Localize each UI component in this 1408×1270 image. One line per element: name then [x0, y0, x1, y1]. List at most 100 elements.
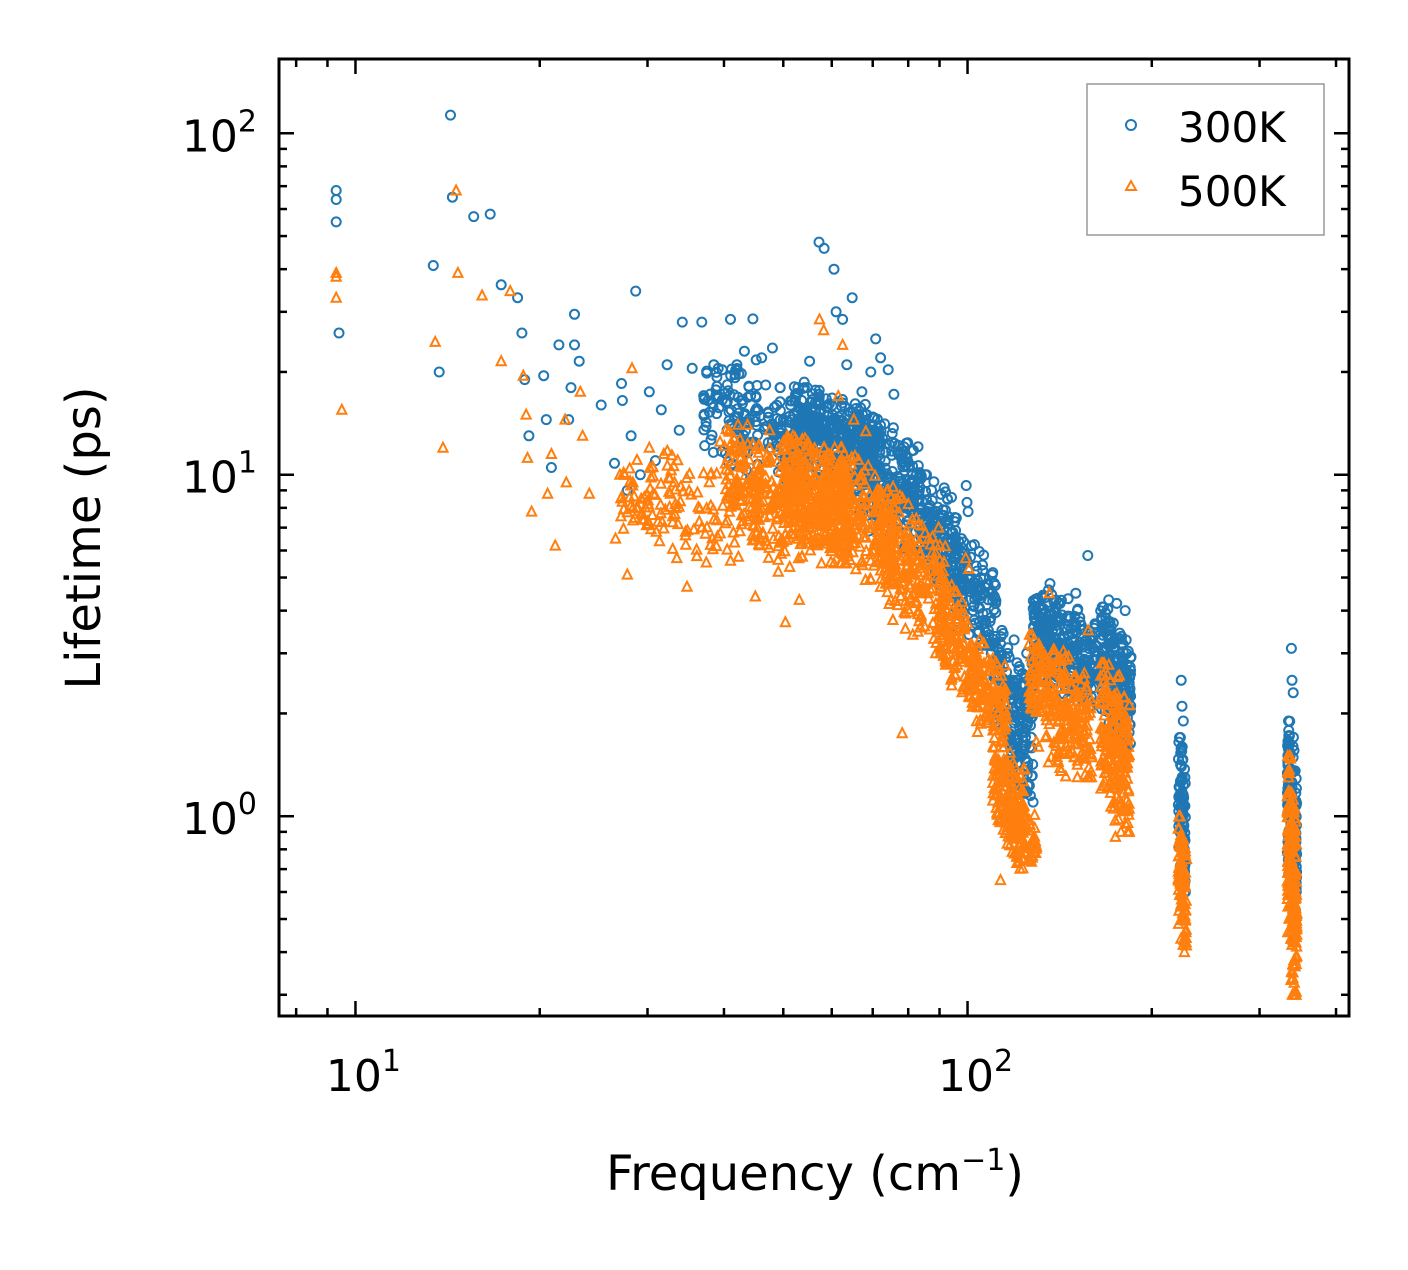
point-300k [1119, 605, 1131, 617]
point-500k [1094, 697, 1108, 710]
point-500k [719, 422, 733, 435]
point-300k [865, 366, 877, 378]
point-500k [670, 550, 684, 564]
point-500k [741, 417, 754, 430]
point-500k [728, 475, 742, 488]
point-500k [1036, 701, 1050, 714]
point-500k [1077, 671, 1091, 684]
point-500k [881, 511, 895, 524]
point-300k [980, 626, 991, 638]
point-500k [1054, 763, 1068, 776]
point-500k [329, 290, 343, 303]
point-300k [887, 422, 899, 434]
point-500k [892, 553, 906, 566]
point-500k [583, 486, 596, 499]
legend-300k-label: 300K [1178, 103, 1287, 152]
point-500k [1287, 932, 1300, 946]
point-300k [1034, 601, 1046, 613]
point-300k [908, 482, 920, 493]
point-500k [940, 656, 954, 669]
point-500k [855, 555, 868, 568]
point-500k [699, 526, 712, 539]
point-500k [1095, 735, 1109, 748]
point-500k [1001, 836, 1014, 849]
point-500k [751, 456, 764, 470]
point-500k [934, 574, 948, 588]
point-500k [727, 430, 741, 443]
point-500k [436, 440, 450, 453]
point-500k [874, 483, 887, 496]
point-500k [720, 488, 734, 501]
point-500k [727, 525, 740, 538]
point-500k [818, 452, 831, 465]
point-500k [725, 482, 739, 495]
point-500k [749, 441, 762, 455]
point-500k [783, 559, 796, 572]
point-500k [820, 505, 834, 518]
point-500k [1063, 722, 1077, 735]
point-500k [576, 428, 589, 441]
point-300k [756, 352, 768, 364]
point-500k [1071, 757, 1084, 770]
point-500k [1178, 944, 1191, 958]
point-300k [963, 586, 975, 597]
point-500k [475, 288, 489, 301]
point-300k [856, 441, 868, 453]
point-500k [939, 539, 952, 552]
point-500k [1098, 681, 1112, 694]
point-500k [1286, 987, 1299, 1000]
point-500k [1045, 705, 1058, 718]
point-500k [728, 535, 741, 548]
point-500k [913, 534, 926, 547]
point-500k [1121, 732, 1134, 746]
point-500k [935, 627, 949, 641]
point-500k [838, 521, 851, 534]
point-300k [882, 364, 894, 376]
point-500k [1057, 644, 1070, 657]
point-500k [1122, 807, 1135, 820]
point-500k [968, 687, 981, 700]
point-500k [798, 441, 811, 455]
point-300k [846, 292, 858, 304]
point-300k [815, 412, 827, 424]
point-500k [451, 265, 465, 278]
point-500k [1003, 838, 1017, 851]
point-500k [1058, 730, 1071, 743]
point-500k [902, 496, 915, 509]
point-500k [623, 474, 637, 487]
point-500k [1118, 802, 1132, 815]
point-300k [973, 602, 985, 614]
point-300k [798, 376, 810, 388]
point-300k [1043, 614, 1055, 626]
point-500k [890, 569, 904, 582]
point-500k [992, 663, 1006, 676]
point-500k [1040, 686, 1054, 699]
point-500k [428, 334, 442, 347]
point-300k [799, 412, 810, 424]
point-500k [1172, 871, 1185, 884]
point-500k [987, 677, 1001, 690]
point-500k [665, 448, 679, 461]
y-axis-label: Lifetime (ps) [56, 386, 112, 689]
point-500k [823, 473, 837, 486]
point-500k [1098, 728, 1112, 741]
point-500k [886, 479, 900, 492]
point-300k [634, 469, 646, 481]
point-300k [1064, 613, 1076, 624]
point-300k [427, 260, 439, 271]
point-500k [1172, 821, 1186, 834]
point-300k [774, 396, 786, 408]
point-500k [1287, 975, 1301, 988]
point-500k [1022, 823, 1036, 836]
x-tick-label: 101 [326, 1044, 401, 1102]
point-300k [826, 392, 838, 404]
point-300k [989, 630, 1001, 642]
point-500k [1113, 668, 1126, 681]
point-300k [330, 216, 342, 228]
point-500k [892, 505, 906, 518]
point-500k [798, 479, 812, 492]
point-500k [736, 483, 750, 496]
point-300k [1179, 772, 1191, 783]
point-500k [1111, 712, 1124, 725]
point-300k [1175, 747, 1187, 759]
